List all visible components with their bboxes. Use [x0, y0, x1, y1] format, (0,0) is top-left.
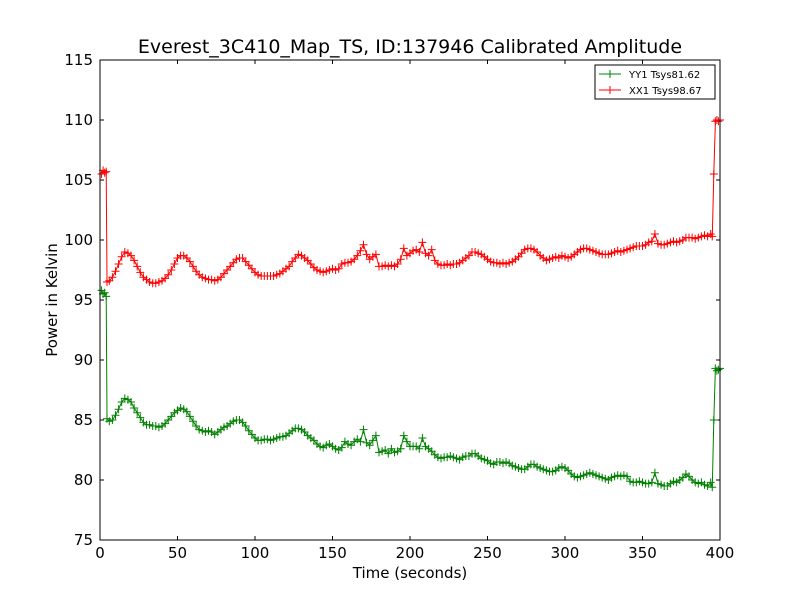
data-point	[365, 441, 374, 450]
data-point	[111, 267, 120, 276]
data-point	[650, 230, 659, 238]
ticks-layer: 0 50 100 150 200 250 300 350 400 75 80 85 90 95 100 105…	[64, 51, 734, 562]
data-point	[100, 168, 109, 177]
data-point	[418, 238, 427, 247]
data-point	[709, 170, 718, 178]
x-tick-label: 150	[318, 544, 347, 562]
x-tick-label: 400	[706, 544, 735, 562]
data-point	[127, 398, 135, 406]
y-tick-label: 100	[64, 231, 93, 249]
data-point	[114, 405, 123, 414]
data-point	[133, 262, 142, 271]
data-point	[362, 250, 371, 259]
series-1	[97, 286, 724, 492]
data-point	[108, 416, 117, 424]
x-tick-label: 200	[396, 544, 425, 562]
data-point	[708, 232, 717, 241]
series-layer	[97, 116, 724, 492]
legend-label: XX1 Tsys98.67	[629, 86, 702, 97]
data-point	[415, 248, 424, 256]
data-point	[130, 404, 139, 412]
data-point	[353, 251, 362, 260]
data-point	[399, 431, 408, 440]
legend-label: YY1 Tsys81.62	[628, 70, 700, 81]
data-point	[108, 273, 117, 282]
y-tick-label: 75	[74, 531, 93, 549]
y-tick-label: 85	[74, 411, 93, 429]
data-point	[647, 478, 656, 487]
data-point	[185, 412, 194, 421]
data-point	[418, 434, 427, 442]
data-point	[371, 250, 380, 259]
data-point	[396, 255, 405, 264]
data-point	[706, 478, 715, 487]
y-axis-label: Power in Kelvin	[43, 243, 61, 357]
data-point	[709, 416, 718, 424]
data-point	[650, 468, 659, 477]
data-point	[102, 292, 111, 301]
data-point	[396, 444, 405, 453]
data-point	[167, 266, 176, 274]
data-point	[714, 117, 723, 126]
x-tick-label: 300	[551, 544, 580, 562]
x-tick-label: 350	[628, 544, 657, 562]
data-point	[402, 437, 411, 446]
data-point	[100, 288, 109, 297]
series-2	[97, 116, 724, 288]
data-point	[393, 260, 402, 268]
data-point	[241, 422, 250, 430]
data-point	[359, 425, 368, 434]
x-tick-label: 100	[241, 544, 270, 562]
y-tick-label: 110	[64, 111, 93, 129]
data-point	[368, 436, 377, 445]
x-axis-label: Time (seconds)	[352, 564, 468, 582]
legend-box	[594, 64, 716, 100]
data-point	[102, 167, 111, 176]
data-point	[164, 270, 173, 279]
data-point	[114, 260, 123, 268]
data-point	[714, 365, 723, 374]
data-point	[371, 431, 380, 440]
y-tick-label: 105	[64, 171, 93, 189]
data-point	[130, 256, 139, 265]
data-point	[384, 449, 393, 458]
data-point	[359, 240, 368, 249]
y-tick-label: 115	[64, 51, 93, 69]
data-point	[399, 244, 408, 253]
data-point	[182, 407, 191, 416]
x-tick-label: 250	[473, 544, 502, 562]
data-point	[189, 262, 197, 271]
data-point	[356, 437, 365, 446]
data-point	[708, 483, 717, 492]
data-point	[133, 408, 142, 417]
data-point	[424, 251, 433, 260]
data-point	[185, 257, 194, 266]
plot-frame	[99, 59, 721, 541]
data-point	[356, 246, 365, 255]
data-point	[189, 417, 197, 426]
data-point	[170, 260, 179, 268]
data-point	[136, 413, 145, 422]
data-point	[415, 444, 424, 453]
x-tick-label: 50	[168, 544, 187, 562]
y-tick-label: 90	[74, 351, 93, 369]
data-point	[127, 251, 135, 260]
chart-title: Everest_3C410_Map_TS, ID:137946 Calibrat…	[138, 36, 682, 58]
data-point	[136, 268, 145, 277]
data-point	[334, 264, 343, 273]
data-point	[647, 237, 656, 246]
data-point	[285, 262, 294, 271]
data-point	[427, 245, 436, 254]
y-tick-label: 95	[74, 291, 93, 309]
legend: YY1 Tsys81.62 XX1 Tsys98.67	[594, 64, 716, 100]
data-point	[337, 443, 346, 452]
data-point	[623, 472, 631, 481]
data-point	[111, 411, 120, 420]
data-point	[117, 252, 126, 261]
y-tick-label: 80	[74, 471, 93, 489]
x-tick-label: 0	[95, 544, 105, 562]
